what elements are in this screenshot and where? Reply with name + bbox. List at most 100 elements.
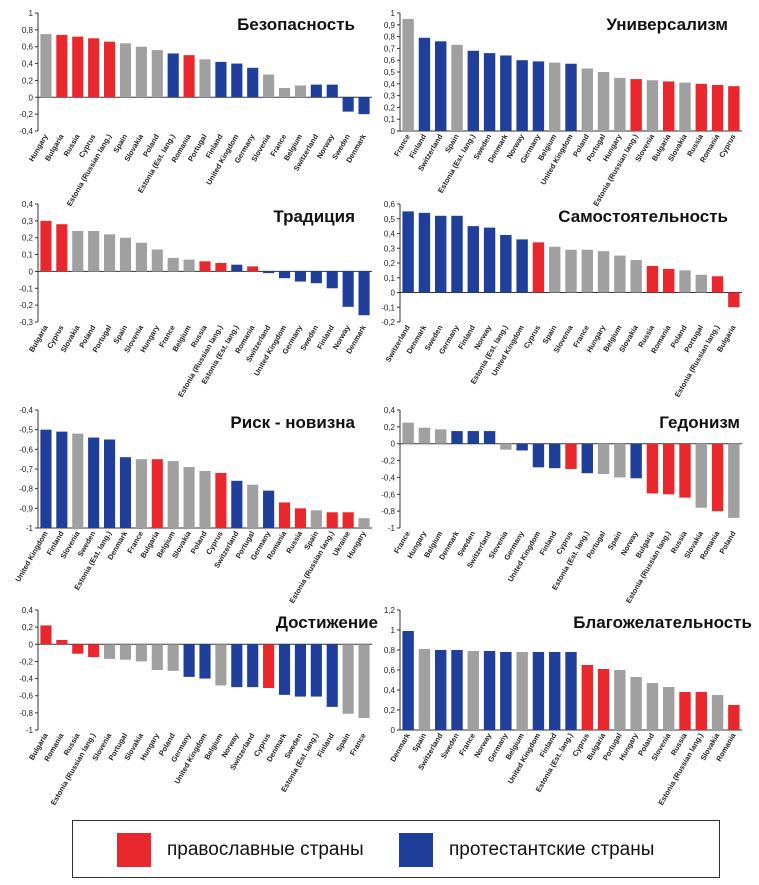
bar-poland: [151, 50, 163, 98]
y-tick-label: 1: [391, 626, 396, 635]
bar-finland: [215, 61, 227, 98]
bar-hungary: [630, 677, 642, 730]
bar-slovenia: [663, 687, 675, 730]
bar-romania: [183, 55, 195, 98]
bar-bulgaria: [646, 443, 659, 494]
chart-title: Риск - новизна: [230, 413, 355, 432]
bar-estonia-russian-lang: [88, 644, 100, 658]
bar-hungary: [614, 77, 626, 131]
bar-slovakia: [183, 467, 195, 528]
bar-belgium: [516, 652, 528, 730]
legend: православные страны протестантские стран…: [72, 820, 720, 878]
bar-finland: [549, 652, 561, 730]
bar-russia: [72, 36, 84, 98]
bar-slovenia: [646, 80, 659, 131]
y-tick-label: 0,6: [384, 666, 396, 675]
bar-spain: [119, 237, 132, 272]
bar-spain: [451, 44, 463, 131]
bar-france: [467, 651, 479, 730]
bar-hungary: [597, 251, 610, 293]
bar-switzerland: [483, 431, 496, 444]
bar-cyprus: [263, 644, 275, 688]
bar-estonia-est-lang: [581, 443, 593, 474]
bar-bulgaria: [597, 669, 610, 730]
bar-poland: [581, 68, 593, 131]
bar-estonia-russian-lang: [215, 263, 227, 272]
bar-cyprus: [88, 38, 100, 98]
y-tick-label: 0,8: [384, 33, 396, 42]
y-tick-label: 0,2: [22, 623, 34, 632]
bar-spain: [614, 443, 626, 478]
y-tick-label: 0,2: [22, 234, 34, 243]
y-tick-label: 0,3: [22, 217, 34, 226]
bar-slovenia: [565, 249, 577, 293]
bar-switzerland: [402, 211, 414, 293]
y-tick-label: 1: [391, 9, 396, 18]
bar-belgium: [167, 461, 179, 528]
y-tick-label: -1: [26, 524, 34, 533]
bar-sweden: [467, 431, 479, 444]
bar-finland: [418, 37, 431, 131]
bar-bulgaria: [663, 81, 675, 131]
bar-sweden: [88, 437, 100, 528]
y-tick-label: 0,3: [384, 92, 396, 101]
bar-estonia-est-lang: [104, 439, 116, 528]
y-tick-label: 0: [29, 267, 34, 276]
y-tick-label: 0,8: [384, 646, 396, 655]
bar-portugal: [614, 670, 626, 730]
bar-slovakia: [135, 644, 147, 662]
y-tick-label: 0: [29, 640, 34, 649]
chart-title: Благожелательность: [573, 613, 752, 632]
bar-slovenia: [104, 644, 116, 659]
bar-romania: [728, 705, 740, 730]
y-tick-label: -0,4: [19, 406, 33, 415]
y-tick-label: 0,4: [22, 60, 34, 69]
y-tick-label: 0,7: [384, 44, 396, 53]
bar-france: [278, 88, 291, 98]
bar-france: [581, 249, 593, 293]
y-tick-label: 0,4: [22, 606, 34, 615]
bar-hungary: [40, 34, 52, 98]
y-tick-label: -0,5: [19, 426, 33, 435]
category-label: Russia: [284, 529, 304, 555]
bar-russia: [72, 644, 84, 654]
bar-poland: [728, 443, 740, 518]
bar-estonia-russian-lang: [104, 41, 116, 98]
bar-romania: [278, 502, 291, 528]
category-label: Poland: [717, 529, 737, 555]
bar-bulgaria: [151, 459, 163, 528]
y-tick-label: 0,3: [384, 244, 396, 253]
category-label: Denmark: [388, 731, 412, 764]
y-tick-label: -1: [26, 726, 34, 735]
y-tick-label: 0,6: [384, 56, 396, 65]
legend-item-protestant: протестантские страны: [399, 833, 654, 867]
y-tick-label: -0,1: [381, 303, 395, 312]
y-tick-label: 0,5: [384, 215, 396, 224]
y-tick-label: 0,5: [384, 68, 396, 77]
bar-russia: [695, 83, 707, 131]
y-tick-label: 1,2: [384, 606, 396, 615]
bar-norway: [516, 60, 528, 132]
bar-hungary: [151, 249, 163, 272]
bar-estonia-est-lang: [467, 50, 479, 132]
bar-finland: [467, 226, 479, 293]
y-tick-label: 0,9: [384, 21, 396, 30]
bar-russia: [679, 692, 691, 730]
bar-bulgaria: [728, 292, 740, 308]
bar-finland: [56, 431, 68, 528]
legend-item-orthodox: православные страны: [117, 833, 364, 867]
bar-switzerland: [435, 41, 447, 131]
chart-title: Безопасность: [237, 15, 355, 34]
legend-swatch-orthodox: [117, 833, 151, 867]
bar-united-kingdom: [199, 644, 211, 679]
bar-belgium: [183, 259, 195, 272]
bar-estonia-est-lang: [500, 234, 512, 293]
bar-slovakia: [72, 230, 84, 272]
y-tick-label: 0,4: [384, 230, 396, 239]
y-tick-label: -0,6: [19, 445, 33, 454]
y-tick-label: 0,2: [384, 259, 396, 268]
y-tick-label: -0,8: [381, 507, 395, 516]
bar-finland: [549, 443, 561, 469]
y-tick-label: 0,6: [22, 43, 34, 52]
